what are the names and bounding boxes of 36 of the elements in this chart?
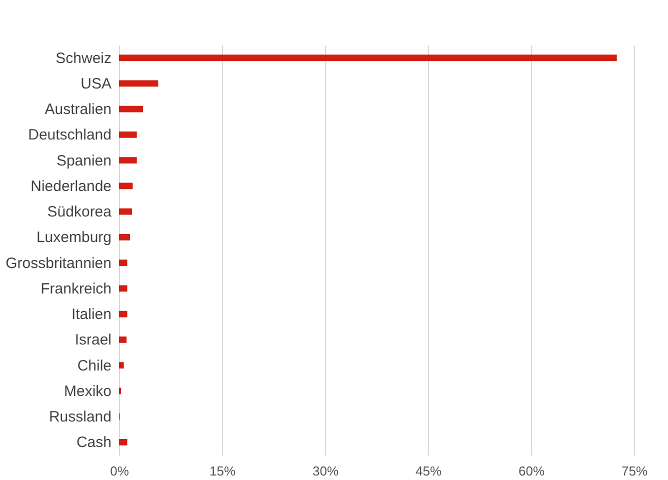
bar	[119, 182, 133, 190]
y-tick-label: Russland	[48, 408, 112, 426]
bar	[119, 208, 132, 215]
y-tick-label: Spanien	[56, 152, 112, 170]
y-tick-label: Australien	[44, 101, 112, 118]
bar	[119, 260, 128, 266]
y-tick-label: Südkorea	[47, 204, 112, 221]
bar	[119, 131, 137, 138]
bar	[119, 106, 144, 112]
bar	[119, 336, 127, 343]
bar	[119, 362, 124, 369]
x-tick-label: 15%	[209, 464, 236, 478]
y-tick-label: USA	[80, 75, 112, 92]
bar	[119, 157, 137, 164]
y-tick-label: Schweiz	[56, 50, 112, 67]
bar	[119, 54, 617, 62]
x-tick-label: 75%	[621, 464, 648, 478]
x-tick-label: 60%	[518, 464, 545, 478]
bar	[119, 310, 128, 318]
x-tick-label: 30%	[312, 464, 339, 478]
y-tick-label: Deutschland	[28, 126, 112, 144]
x-tick-label: 45%	[415, 464, 442, 478]
y-tick-label: Chile	[77, 357, 112, 374]
bar	[119, 234, 130, 240]
y-tick-label: Grossbritannien	[6, 254, 112, 272]
x-tick-label: 0%	[110, 464, 130, 478]
bar	[119, 438, 128, 446]
y-tick-label: Cash	[76, 434, 112, 452]
y-tick-label: Luxemburg	[36, 229, 112, 246]
y-tick-label: Mexiko	[64, 382, 112, 400]
y-tick-label: Frankreich	[40, 280, 112, 298]
y-tick-label: Israel	[74, 332, 112, 349]
y-tick-label: Niederlande	[30, 178, 112, 195]
bar	[119, 80, 158, 87]
y-tick-label: Italien	[71, 306, 112, 324]
bar	[119, 285, 128, 292]
